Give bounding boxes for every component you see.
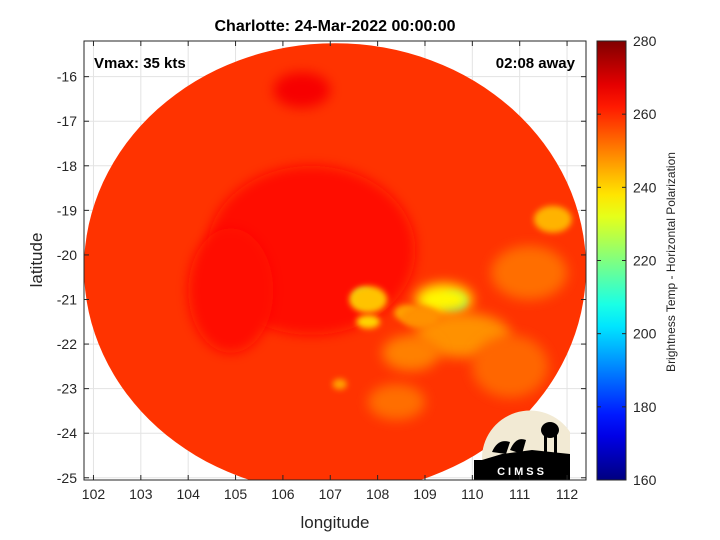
y-tick-label: -18 (57, 158, 77, 174)
x-tick-label: 110 (461, 486, 484, 502)
x-tick-label: 104 (177, 486, 201, 502)
colorbar (596, 40, 627, 481)
colorbar-tick-label: 220 (633, 253, 657, 269)
logo-text: CIMSS (497, 466, 547, 478)
colorbar-tick-label: 240 (633, 179, 657, 195)
swath-feature (533, 205, 572, 233)
colorbar-label: Brightness Temp - Horizontal Polarizatio… (664, 152, 678, 372)
y-tick-label: -20 (57, 247, 77, 263)
colorbar-tick-label: 260 (633, 106, 657, 122)
swath-feature (356, 315, 380, 329)
y-axis-label: latitude (27, 233, 46, 288)
y-tick-label: -23 (57, 381, 77, 397)
y-tick-label: -19 (57, 202, 77, 218)
y-axis: -16 -17 -18 -19 -20 -21 -22 -23 -24 -25 (57, 69, 586, 486)
swath-feature (332, 378, 347, 390)
x-tick-label: 109 (413, 486, 437, 502)
colorbar-tick-label: 160 (633, 472, 657, 488)
x-tick-label: 108 (366, 486, 390, 502)
x-tick-label: 111 (509, 486, 530, 502)
colorbar-tick-label: 200 (633, 326, 657, 342)
swath-feature (472, 335, 549, 398)
x-tick-label: 105 (224, 486, 248, 502)
y-tick-label: -22 (57, 336, 77, 352)
swath-feature (415, 283, 473, 316)
swath-feature (382, 335, 440, 371)
colorbar-tick-label: 180 (633, 399, 657, 415)
x-tick-label: 106 (271, 486, 295, 502)
x-tick-label: 103 (129, 486, 153, 502)
x-tick-label: 112 (556, 486, 579, 502)
swath-feature (368, 384, 425, 420)
vmax-annotation: Vmax: 35 kts (94, 55, 186, 72)
swath-features (188, 72, 572, 420)
y-tick-label: -16 (57, 69, 77, 85)
swath-feature (491, 246, 568, 300)
plot-frame (83, 40, 587, 481)
y-tick-label: -24 (57, 425, 77, 441)
colorbar-tick-label: 280 (633, 33, 657, 49)
y-tick-label: -25 (57, 470, 77, 486)
x-tick-label: 107 (319, 486, 343, 502)
x-axis-label: longitude (300, 513, 369, 532)
swath-image (84, 43, 586, 480)
time-away-annotation: 02:08 away (496, 55, 576, 72)
swath-feature (273, 72, 331, 108)
swath-feature (349, 286, 388, 313)
cimss-logo: CIMSS (474, 410, 570, 480)
y-tick-label: -17 (57, 113, 77, 129)
x-tick-label: 102 (82, 486, 106, 502)
y-tick-label: -21 (57, 291, 77, 307)
chart-title: Charlotte: 24-Mar-2022 00:00:00 (215, 18, 456, 35)
x-axis: 102 103 104 105 106 107 108 109 110 111 112 (82, 41, 579, 502)
swath-feature (188, 228, 274, 353)
colorbar-ticks: 280 260 240 220 200 180 160 (597, 33, 657, 488)
